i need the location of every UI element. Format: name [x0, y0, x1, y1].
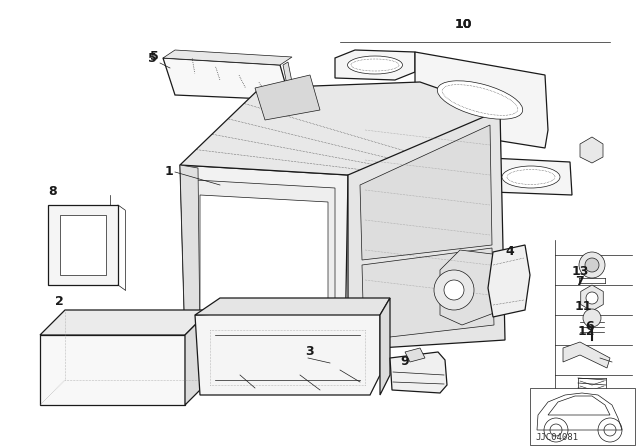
Polygon shape — [200, 195, 328, 325]
Polygon shape — [405, 348, 425, 362]
Polygon shape — [335, 50, 415, 80]
Polygon shape — [563, 342, 610, 368]
Circle shape — [444, 280, 464, 300]
Circle shape — [586, 292, 598, 304]
Polygon shape — [440, 250, 502, 325]
Text: 7: 7 — [575, 275, 584, 288]
Polygon shape — [200, 325, 280, 347]
Text: 4: 4 — [505, 245, 514, 258]
Circle shape — [579, 252, 605, 278]
Polygon shape — [255, 75, 320, 120]
Polygon shape — [60, 215, 106, 275]
Polygon shape — [360, 125, 492, 260]
Text: 6: 6 — [585, 320, 594, 333]
Polygon shape — [195, 308, 380, 395]
Text: 3: 3 — [305, 345, 314, 358]
Circle shape — [583, 309, 601, 327]
Text: 13: 13 — [572, 265, 589, 278]
Text: 10: 10 — [455, 18, 472, 31]
Polygon shape — [390, 352, 447, 393]
Polygon shape — [380, 298, 390, 395]
Polygon shape — [180, 82, 500, 175]
Polygon shape — [348, 110, 505, 350]
Text: 8: 8 — [48, 185, 56, 198]
Text: 5: 5 — [148, 52, 157, 65]
Polygon shape — [195, 180, 335, 338]
Polygon shape — [283, 88, 295, 97]
Polygon shape — [185, 310, 210, 405]
Text: 11: 11 — [575, 300, 593, 313]
Polygon shape — [180, 165, 348, 350]
Ellipse shape — [437, 81, 523, 119]
Text: 5: 5 — [150, 50, 159, 63]
Text: 10: 10 — [455, 18, 472, 31]
Text: 2: 2 — [55, 295, 64, 308]
Polygon shape — [415, 52, 548, 148]
Circle shape — [585, 258, 599, 272]
Ellipse shape — [502, 166, 560, 188]
Polygon shape — [40, 310, 210, 335]
Text: 1: 1 — [165, 165, 173, 178]
Ellipse shape — [348, 56, 403, 74]
Polygon shape — [180, 165, 200, 342]
Text: 12: 12 — [578, 325, 595, 338]
Polygon shape — [488, 245, 530, 317]
Polygon shape — [490, 158, 572, 195]
Text: 9: 9 — [400, 355, 408, 368]
Polygon shape — [163, 50, 292, 65]
Text: JJC04081: JJC04081 — [535, 433, 578, 442]
Polygon shape — [40, 335, 185, 405]
Polygon shape — [283, 62, 295, 100]
Polygon shape — [362, 248, 494, 340]
Polygon shape — [163, 58, 290, 100]
Polygon shape — [195, 298, 390, 315]
Polygon shape — [48, 205, 118, 285]
Polygon shape — [580, 137, 603, 163]
Bar — [530, 388, 635, 445]
Circle shape — [434, 270, 474, 310]
Polygon shape — [580, 285, 604, 311]
